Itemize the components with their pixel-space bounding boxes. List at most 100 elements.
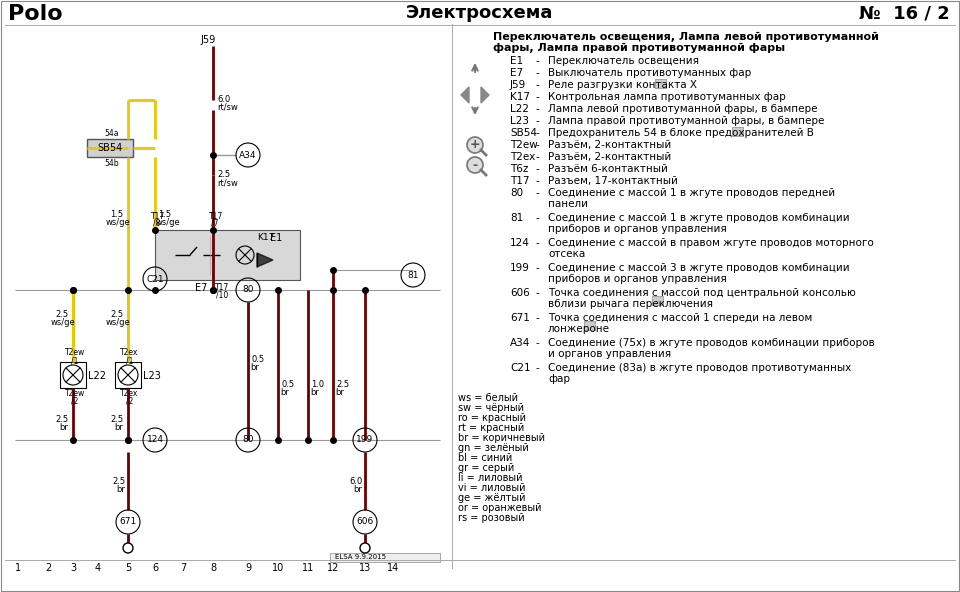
Text: 606: 606 xyxy=(356,517,373,526)
Text: 1.0: 1.0 xyxy=(311,380,324,389)
Text: /2: /2 xyxy=(126,397,133,406)
Text: -: - xyxy=(472,159,477,172)
Text: br: br xyxy=(310,388,319,397)
Text: 0.5: 0.5 xyxy=(281,380,294,389)
Text: -: - xyxy=(535,238,539,248)
Circle shape xyxy=(467,157,483,173)
Text: Соединение с массой 1 в жгуте проводов комбинации: Соединение с массой 1 в жгуте проводов к… xyxy=(548,213,850,223)
Text: li = лиловый: li = лиловый xyxy=(458,473,522,483)
Text: L23: L23 xyxy=(510,116,529,126)
Text: T2ew: T2ew xyxy=(65,389,85,398)
Text: J59: J59 xyxy=(201,35,216,45)
Circle shape xyxy=(360,543,370,553)
Text: E1: E1 xyxy=(510,56,523,66)
Text: L22: L22 xyxy=(510,104,529,114)
FancyBboxPatch shape xyxy=(652,295,662,304)
Text: E7: E7 xyxy=(195,283,207,293)
Text: C21: C21 xyxy=(146,275,164,284)
Text: Соединение с массой 1 в жгуте проводов передней: Соединение с массой 1 в жгуте проводов п… xyxy=(548,188,835,198)
Text: и органов управления: и органов управления xyxy=(548,349,671,359)
Text: 7: 7 xyxy=(180,563,186,573)
Text: T2ex: T2ex xyxy=(510,152,536,162)
Text: /1: /1 xyxy=(126,356,133,365)
Text: ws/ge: ws/ge xyxy=(51,318,76,327)
Text: T6z: T6z xyxy=(510,164,528,174)
Text: 14: 14 xyxy=(387,563,399,573)
Text: T2ew: T2ew xyxy=(65,348,85,357)
Text: 124: 124 xyxy=(510,238,530,248)
Text: 2.5: 2.5 xyxy=(336,380,349,389)
Text: -: - xyxy=(535,128,539,138)
Text: J59: J59 xyxy=(510,80,526,90)
Text: 6.0: 6.0 xyxy=(349,477,362,486)
FancyBboxPatch shape xyxy=(115,362,141,388)
Text: 54a: 54a xyxy=(105,129,119,138)
Text: Соединение с массой в правом жгуте проводов моторного: Соединение с массой в правом жгуте прово… xyxy=(548,238,874,248)
Text: T17: T17 xyxy=(510,176,530,186)
Text: A34: A34 xyxy=(510,338,530,348)
Text: 2.5: 2.5 xyxy=(217,170,230,179)
Text: 671: 671 xyxy=(510,313,530,323)
Polygon shape xyxy=(481,87,489,103)
Text: Выключатель противотуманных фар: Выключатель противотуманных фар xyxy=(548,68,752,78)
Text: -: - xyxy=(535,104,539,114)
Text: T2ex: T2ex xyxy=(120,389,138,398)
Text: 10: 10 xyxy=(272,563,284,573)
Text: E1: E1 xyxy=(270,233,282,243)
Text: 81: 81 xyxy=(510,213,523,223)
Text: -: - xyxy=(535,188,539,198)
Text: Точка соединения с массой 1 спереди на левом: Точка соединения с массой 1 спереди на л… xyxy=(548,313,812,323)
Text: 6.0: 6.0 xyxy=(217,95,230,104)
Text: 124: 124 xyxy=(147,436,163,445)
Circle shape xyxy=(123,543,133,553)
Text: Разъем, 17-контактный: Разъем, 17-контактный xyxy=(548,176,678,186)
Text: L23: L23 xyxy=(143,371,161,381)
Text: T17: T17 xyxy=(209,212,224,221)
Text: 0.5: 0.5 xyxy=(251,355,264,364)
Text: /1: /1 xyxy=(71,356,79,365)
Text: Переключатель освещения: Переключатель освещения xyxy=(548,56,699,66)
Text: -: - xyxy=(535,263,539,273)
Polygon shape xyxy=(461,87,469,103)
Text: 80: 80 xyxy=(242,285,253,294)
FancyBboxPatch shape xyxy=(155,230,300,280)
FancyBboxPatch shape xyxy=(60,362,86,388)
Text: фары, Лампа правой противотуманной фары: фары, Лампа правой противотуманной фары xyxy=(493,43,785,53)
Text: /10: /10 xyxy=(216,291,228,300)
Text: or = оранжевый: or = оранжевый xyxy=(458,503,541,513)
Text: -: - xyxy=(535,164,539,174)
Text: 1: 1 xyxy=(15,563,21,573)
Text: /8: /8 xyxy=(153,219,160,228)
Text: rt/sw: rt/sw xyxy=(217,178,238,187)
Text: T2ex: T2ex xyxy=(120,348,138,357)
Text: ge = жёлтый: ge = жёлтый xyxy=(458,493,525,503)
Text: rt = красный: rt = красный xyxy=(458,423,524,433)
Text: ELSA 9.9.2015: ELSA 9.9.2015 xyxy=(335,554,386,560)
Text: L22: L22 xyxy=(88,371,106,381)
Text: -: - xyxy=(535,68,539,78)
Text: ws/ge: ws/ge xyxy=(106,318,131,327)
Text: Соединение с массой 3 в жгуте проводов комбинации: Соединение с массой 3 в жгуте проводов к… xyxy=(548,263,850,273)
Text: 199: 199 xyxy=(356,436,373,445)
Text: ro = красный: ro = красный xyxy=(458,413,526,423)
Text: 12: 12 xyxy=(326,563,339,573)
Text: Электросхема: Электросхема xyxy=(406,4,554,22)
Text: br: br xyxy=(280,388,289,397)
Text: Предохранитель 54 в блоке предохранителей В: Предохранитель 54 в блоке предохранителе… xyxy=(548,128,814,138)
Text: 80: 80 xyxy=(510,188,523,198)
Text: T2ew: T2ew xyxy=(510,140,538,150)
Text: Соединение (75x) в жгуте проводов комбинации приборов: Соединение (75x) в жгуте проводов комбин… xyxy=(548,338,875,348)
Text: /2: /2 xyxy=(71,397,79,406)
Text: Точка соединения с массой под центральной консолью: Точка соединения с массой под центрально… xyxy=(548,288,855,298)
Text: E7: E7 xyxy=(510,68,523,78)
Text: br: br xyxy=(335,388,344,397)
Text: gn = зелёный: gn = зелёный xyxy=(458,443,529,453)
Text: фар: фар xyxy=(548,374,570,384)
Text: SB54: SB54 xyxy=(510,128,537,138)
Text: -: - xyxy=(535,338,539,348)
Text: 11: 11 xyxy=(301,563,314,573)
Text: /7: /7 xyxy=(211,219,219,228)
Circle shape xyxy=(467,137,483,153)
Text: K17: K17 xyxy=(257,233,275,242)
Text: ws = белый: ws = белый xyxy=(458,393,518,403)
